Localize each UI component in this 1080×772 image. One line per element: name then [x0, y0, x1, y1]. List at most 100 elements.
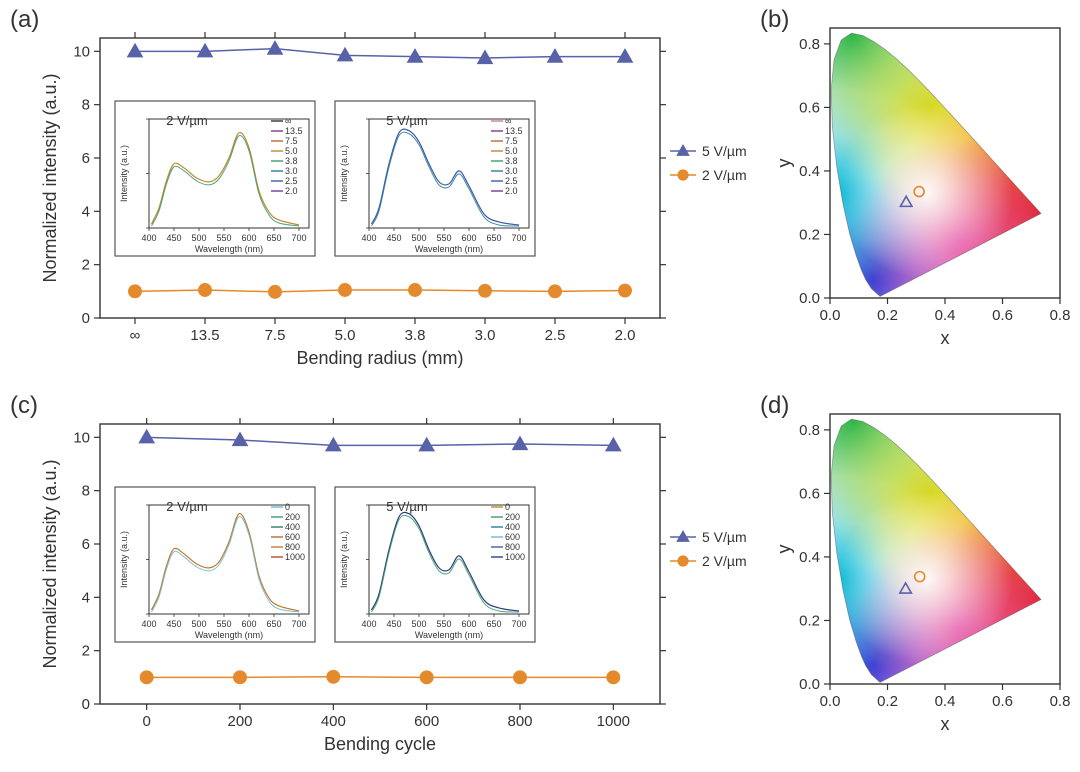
svg-text:0.2: 0.2	[877, 307, 898, 324]
svg-text:600: 600	[505, 532, 520, 542]
svg-text:450: 450	[166, 619, 181, 629]
cie-b: 0.00.20.40.60.80.00.20.40.60.8xy	[770, 6, 1080, 376]
svg-text:x: x	[941, 714, 950, 734]
svg-text:1000: 1000	[505, 552, 525, 562]
svg-text:0: 0	[82, 696, 90, 713]
svg-text:0.4: 0.4	[935, 693, 956, 710]
svg-text:2.5: 2.5	[545, 327, 566, 344]
svg-text:600: 600	[241, 233, 256, 243]
svg-text:1000: 1000	[597, 713, 630, 730]
svg-text:3.0: 3.0	[285, 166, 298, 176]
svg-text:0.8: 0.8	[1050, 307, 1071, 324]
svg-text:8: 8	[82, 97, 90, 114]
svg-text:400: 400	[361, 619, 376, 629]
svg-text:0.6: 0.6	[799, 485, 820, 502]
svg-text:2 V/µm: 2 V/µm	[702, 553, 747, 569]
svg-text:800: 800	[505, 542, 520, 552]
svg-text:0: 0	[142, 713, 150, 730]
svg-text:13.5: 13.5	[190, 327, 219, 344]
svg-text:600: 600	[285, 532, 300, 542]
svg-text:3.0: 3.0	[505, 166, 518, 176]
svg-text:2: 2	[82, 643, 90, 660]
svg-text:800: 800	[285, 542, 300, 552]
svg-text:0.6: 0.6	[992, 693, 1013, 710]
svg-text:5 V/µm: 5 V/µm	[702, 143, 747, 159]
svg-text:0.6: 0.6	[992, 307, 1013, 324]
svg-text:0.4: 0.4	[799, 549, 820, 566]
svg-text:Bending cycle: Bending cycle	[324, 734, 436, 754]
svg-text:2.5: 2.5	[285, 176, 298, 186]
svg-text:2 V/µm: 2 V/µm	[166, 113, 207, 128]
svg-text:∞: ∞	[285, 116, 291, 126]
svg-text:10: 10	[73, 43, 90, 60]
svg-text:∞: ∞	[130, 327, 141, 344]
svg-text:2.0: 2.0	[285, 186, 298, 196]
svg-text:200: 200	[285, 512, 300, 522]
svg-text:1000: 1000	[285, 552, 305, 562]
svg-text:650: 650	[266, 233, 281, 243]
svg-text:Normalized intensity (a.u.): Normalized intensity (a.u.)	[40, 459, 60, 668]
svg-text:y: y	[774, 545, 794, 554]
svg-text:0.8: 0.8	[799, 36, 820, 53]
svg-text:2: 2	[82, 257, 90, 274]
svg-text:700: 700	[511, 233, 526, 243]
svg-text:Bending radius (mm): Bending radius (mm)	[296, 348, 463, 368]
chart-a: 0246810∞13.57.55.03.83.02.52.0Bending ra…	[20, 6, 760, 376]
svg-text:550: 550	[436, 233, 451, 243]
svg-text:650: 650	[486, 619, 501, 629]
svg-text:7.5: 7.5	[285, 136, 298, 146]
svg-text:0.8: 0.8	[799, 422, 820, 439]
svg-text:0.0: 0.0	[799, 290, 820, 307]
svg-text:400: 400	[321, 713, 346, 730]
svg-text:200: 200	[227, 713, 252, 730]
svg-text:650: 650	[486, 233, 501, 243]
svg-text:3.8: 3.8	[405, 327, 426, 344]
svg-text:y: y	[774, 159, 794, 168]
svg-text:2.5: 2.5	[505, 176, 518, 186]
svg-text:x: x	[941, 328, 950, 348]
svg-text:400: 400	[141, 619, 156, 629]
svg-text:400: 400	[141, 233, 156, 243]
chart-c: 024681002004006008001000Bending cycleNor…	[20, 392, 760, 762]
svg-text:Wavelength (nm): Wavelength (nm)	[195, 630, 263, 640]
svg-text:5 V/µm: 5 V/µm	[386, 113, 427, 128]
svg-text:4: 4	[82, 589, 90, 606]
svg-text:500: 500	[191, 233, 206, 243]
svg-text:5.0: 5.0	[335, 327, 356, 344]
svg-text:550: 550	[216, 233, 231, 243]
svg-text:Wavelength (nm): Wavelength (nm)	[195, 244, 263, 254]
svg-text:550: 550	[216, 619, 231, 629]
svg-text:0.6: 0.6	[799, 99, 820, 116]
svg-text:3.8: 3.8	[505, 156, 518, 166]
svg-text:450: 450	[386, 619, 401, 629]
svg-text:650: 650	[266, 619, 281, 629]
panel-b: 0.00.20.40.60.80.00.20.40.60.8xy	[770, 6, 1080, 376]
svg-text:13.5: 13.5	[505, 126, 523, 136]
svg-text:3.0: 3.0	[475, 327, 496, 344]
svg-text:0.0: 0.0	[820, 307, 841, 324]
svg-text:0.8: 0.8	[1050, 693, 1071, 710]
svg-text:5.0: 5.0	[505, 146, 518, 156]
svg-text:10: 10	[73, 429, 90, 446]
svg-text:Normalized intensity (a.u.): Normalized intensity (a.u.)	[40, 73, 60, 282]
svg-text:400: 400	[361, 233, 376, 243]
svg-text:500: 500	[411, 619, 426, 629]
svg-text:800: 800	[507, 713, 532, 730]
svg-text:2 V/µm: 2 V/µm	[702, 167, 747, 183]
svg-text:700: 700	[291, 233, 306, 243]
svg-text:450: 450	[386, 233, 401, 243]
svg-text:0.2: 0.2	[799, 226, 820, 243]
svg-text:0.0: 0.0	[820, 693, 841, 710]
svg-text:Wavelength (nm): Wavelength (nm)	[415, 244, 483, 254]
svg-text:0.4: 0.4	[799, 163, 820, 180]
svg-text:0: 0	[285, 502, 290, 512]
svg-text:600: 600	[461, 619, 476, 629]
svg-text:500: 500	[411, 233, 426, 243]
svg-text:4: 4	[82, 203, 90, 220]
svg-text:700: 700	[291, 619, 306, 629]
svg-text:0.2: 0.2	[799, 612, 820, 629]
svg-text:550: 550	[436, 619, 451, 629]
svg-text:∞: ∞	[505, 116, 511, 126]
svg-text:Intensity (a.u.): Intensity (a.u.)	[119, 531, 129, 588]
svg-text:3.8: 3.8	[285, 156, 298, 166]
